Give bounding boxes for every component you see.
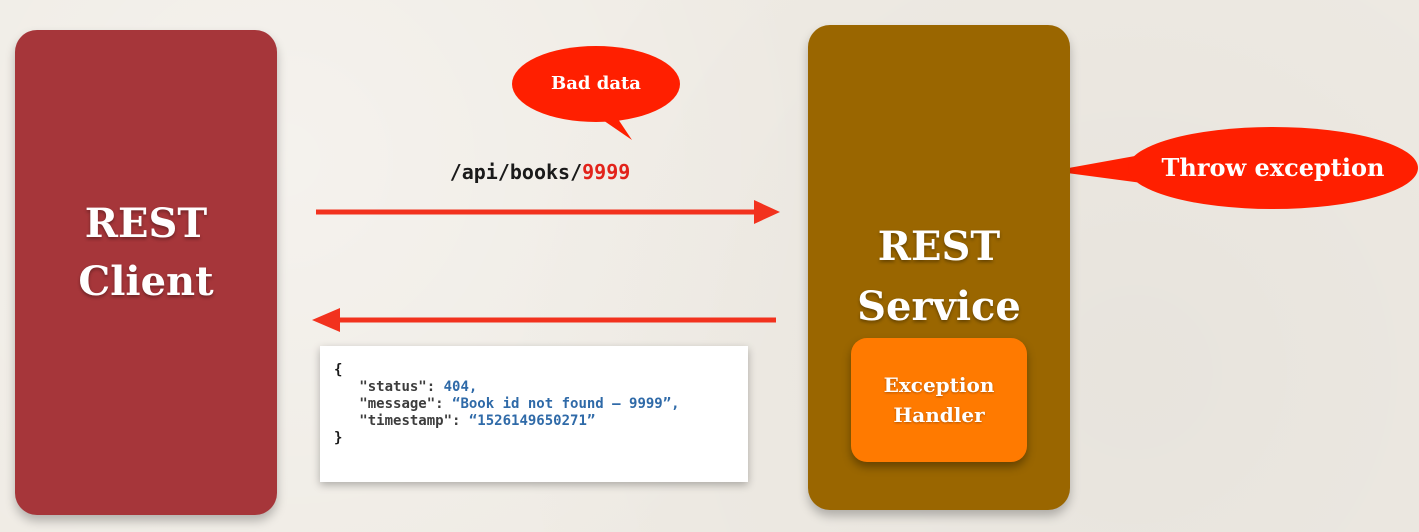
rest-service-label-line1: REST xyxy=(877,223,1001,270)
json-timestamp-key: "timestamp": xyxy=(359,413,469,429)
exception-handler-label-line1: Exception xyxy=(883,373,995,397)
json-message-value: “Book id not found – 9999”, xyxy=(452,396,680,412)
bad-data-callout-text: Bad data xyxy=(551,73,641,94)
rest-client-label-line2: Client xyxy=(78,257,214,305)
bad-data-callout xyxy=(512,46,680,140)
json-status-key: "status": xyxy=(359,379,444,395)
json-timestamp-line: "timestamp": “1526149650271” xyxy=(334,413,748,430)
exception-handler-label-line2: Handler xyxy=(893,403,985,427)
json-message-key: "message": xyxy=(359,396,453,412)
throw-exception-callout-text: Throw exception xyxy=(1161,153,1385,182)
json-timestamp-value: “1526149650271” xyxy=(468,413,596,429)
request-arrow xyxy=(316,200,780,224)
json-status-line: "status": 404, xyxy=(334,379,748,396)
throw-exception-callout xyxy=(1052,127,1418,209)
json-message-line: "message": “Book id not found – 9999”, xyxy=(334,396,748,413)
response-arrow xyxy=(312,308,776,332)
rest-client-label-line1: REST xyxy=(84,199,208,247)
rest-client-label: REST Client xyxy=(78,195,213,311)
request-url-id: 9999 xyxy=(582,160,631,184)
rest-service-label-line2: Service xyxy=(857,283,1021,330)
exception-handler-box: Exception Handler xyxy=(851,338,1027,462)
json-status-value: 404, xyxy=(443,379,478,395)
exception-handler-label: Exception Handler xyxy=(884,370,995,430)
json-close-brace: } xyxy=(334,430,343,446)
json-response-card: { "status": 404, "message": “Book id not… xyxy=(320,346,748,482)
request-url-label: /api/books/9999 xyxy=(395,160,685,184)
rest-service-label: REST Service xyxy=(808,217,1070,337)
request-url-path: /api/books/ xyxy=(449,160,583,184)
json-open-brace: { xyxy=(334,362,343,378)
rest-client-box: REST Client xyxy=(15,30,277,515)
